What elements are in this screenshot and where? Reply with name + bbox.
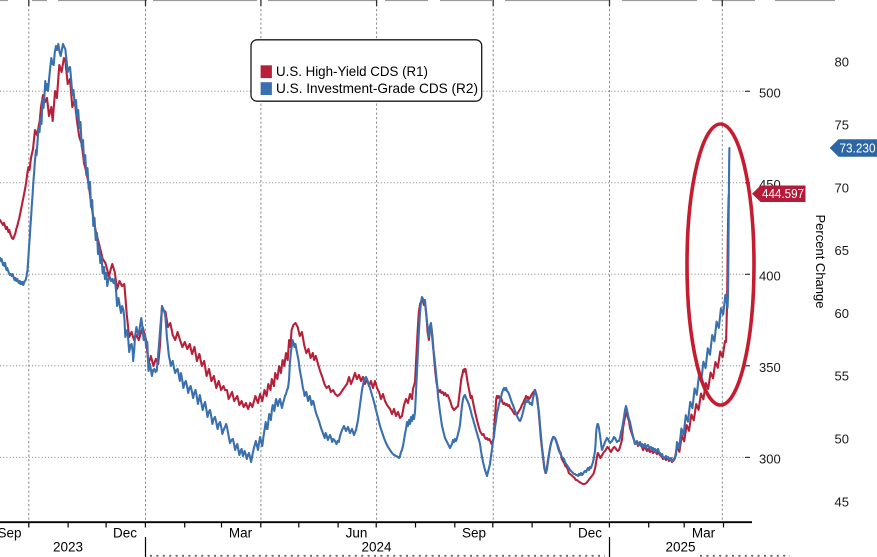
svg-text:U.S. High-Yield CDS (R1): U.S. High-Yield CDS (R1) (276, 63, 428, 79)
svg-text:2023: 2023 (53, 540, 83, 555)
svg-text:75: 75 (835, 118, 849, 133)
svg-text:60: 60 (835, 306, 849, 321)
svg-text:350: 350 (759, 360, 781, 375)
svg-text:444.597: 444.597 (762, 187, 804, 201)
svg-text:45: 45 (835, 494, 849, 509)
svg-text:Sep: Sep (0, 526, 22, 541)
svg-text:400: 400 (759, 269, 781, 284)
svg-text:U.S. Investment-Grade CDS (R2): U.S. Investment-Grade CDS (R2) (276, 80, 478, 96)
svg-text:65: 65 (835, 243, 849, 258)
svg-text:50: 50 (835, 432, 849, 447)
svg-text:300: 300 (759, 452, 781, 467)
svg-text:Percent Change: Percent Change (813, 215, 828, 309)
svg-text:Dec: Dec (113, 526, 137, 541)
svg-text:500: 500 (759, 86, 781, 101)
svg-text:Mar: Mar (229, 526, 253, 541)
svg-text:73.230: 73.230 (840, 141, 876, 155)
svg-text:Jun: Jun (346, 526, 368, 541)
svg-text:55: 55 (835, 369, 849, 384)
svg-text:80: 80 (835, 55, 849, 70)
svg-text:2025: 2025 (665, 540, 695, 555)
svg-text:2024: 2024 (361, 540, 392, 555)
svg-text:Mar: Mar (692, 526, 716, 541)
svg-text:Sep: Sep (462, 526, 486, 541)
svg-text:70: 70 (835, 180, 849, 195)
svg-text:Dec: Dec (578, 526, 602, 541)
